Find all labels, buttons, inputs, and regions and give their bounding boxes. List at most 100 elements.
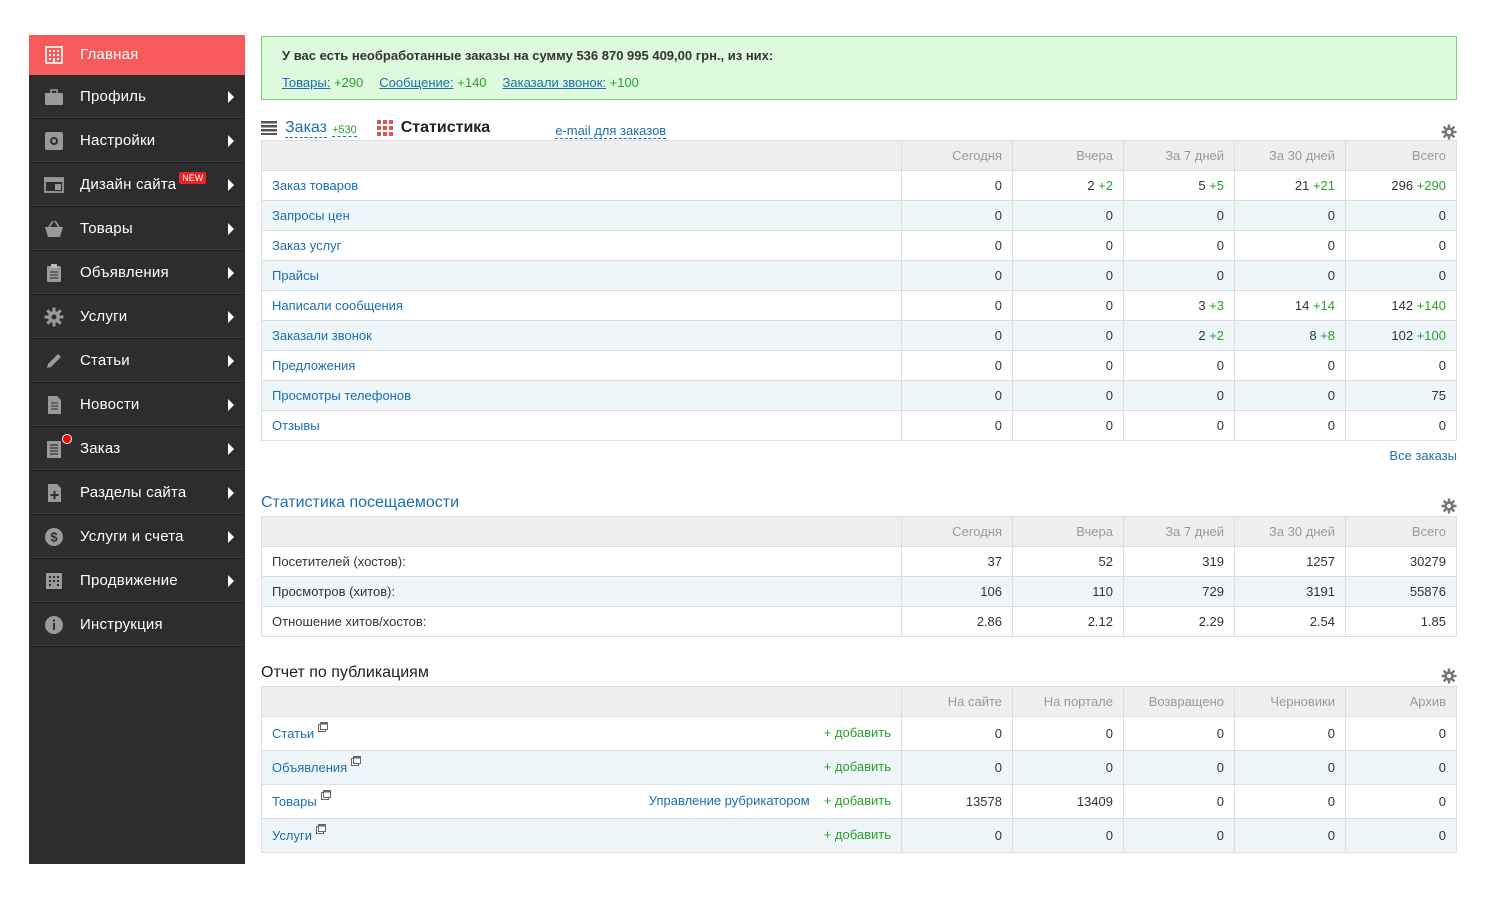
sidebar-item[interactable]: Статьи xyxy=(29,339,245,383)
external-link-icon[interactable] xyxy=(312,824,326,843)
sidebar-item[interactable]: Инструкция xyxy=(29,603,245,647)
publications-section-header: Отчет по публикациям xyxy=(261,664,1457,694)
external-link-icon[interactable] xyxy=(317,790,331,809)
all-orders-link[interactable]: Все заказы xyxy=(1389,448,1457,463)
sidebar-item-label: Статьи xyxy=(80,352,130,369)
table-cell: 2.86 xyxy=(901,606,1013,637)
table-row: Объявления + добавить 0 0 0 0 0 xyxy=(261,750,1457,785)
sidebar-item[interactable]: Профиль xyxy=(29,75,245,119)
orders-settings-gear-icon[interactable] xyxy=(1441,124,1457,140)
row-name-cell: Заказ услуг xyxy=(261,230,902,261)
row-link[interactable]: Написали сообщения xyxy=(272,298,403,313)
cell-value: 5 xyxy=(1198,178,1206,193)
column-header: Сегодня xyxy=(901,140,1013,171)
cell-value: 0 xyxy=(1438,418,1446,433)
column-header: Вчера xyxy=(1012,140,1124,171)
row-link[interactable]: Предложения xyxy=(272,358,356,373)
row-link[interactable]: Прайсы xyxy=(272,268,319,283)
chevron-right-icon xyxy=(228,266,234,279)
add-link[interactable]: + добавить xyxy=(823,793,891,808)
external-link-icon[interactable] xyxy=(314,722,329,741)
sidebar-item-label: Инструкция xyxy=(80,616,163,633)
sidebar-item[interactable]: $ Услуги и счета xyxy=(29,515,245,559)
row-name-cell: Просмотров (хитов): xyxy=(261,576,902,607)
row-link[interactable]: Заказ услуг xyxy=(272,238,342,253)
external-link-icon[interactable] xyxy=(347,756,362,775)
sidebar-item[interactable]: Услуги xyxy=(29,295,245,339)
tab-order[interactable]: Заказ xyxy=(285,118,327,138)
table-cell: 37 xyxy=(901,546,1013,577)
tab-stats[interactable]: Статистика xyxy=(400,119,491,136)
chevron-right-icon xyxy=(228,178,234,191)
table-cell: 0 xyxy=(901,320,1013,351)
column-header: Архив xyxy=(1345,686,1457,717)
sidebar-item[interactable]: Продвижение xyxy=(29,559,245,603)
settings-box-icon xyxy=(44,131,64,151)
chevron-right-icon xyxy=(228,90,234,103)
row-link[interactable]: Статьи xyxy=(272,726,315,741)
publications-settings-gear-icon[interactable] xyxy=(1441,668,1457,684)
add-link[interactable]: + добавить xyxy=(823,759,891,774)
sidebar-item-label: Новости xyxy=(80,396,140,413)
alert-item: Сообщение: +140 xyxy=(379,75,486,90)
manage-rubricator-link[interactable]: Управление рубрикатором xyxy=(648,793,810,808)
row-name-cell: Отзывы xyxy=(261,410,902,441)
table-cell: 0 xyxy=(901,410,1013,441)
column-header: Всего xyxy=(1345,140,1457,171)
table-cell: 0 xyxy=(1012,200,1124,231)
sidebar-item[interactable]: Новости xyxy=(29,383,245,427)
row-link[interactable]: Заказали звонок xyxy=(272,328,372,343)
table-cell: 0 xyxy=(901,260,1013,291)
cell-value: 0 xyxy=(1105,328,1113,343)
pencil-icon xyxy=(44,351,64,371)
sidebar-item[interactable]: Объявления xyxy=(29,251,245,295)
table-cell: 0 xyxy=(1012,230,1124,261)
orders-stats-table: Сегодня Вчера За 7 дней За 30 дней Всего Зака… xyxy=(261,140,1457,441)
sidebar-item-label: Разделы сайта xyxy=(80,484,187,501)
cell-value: 0 xyxy=(1327,268,1335,283)
cell-value: 0 xyxy=(994,358,1002,373)
table-cell: 729 xyxy=(1123,576,1235,607)
sidebar-item[interactable]: Главная xyxy=(29,35,245,75)
row-link[interactable]: Объявления xyxy=(272,760,348,775)
row-link[interactable]: Просмотры телефонов xyxy=(272,388,411,403)
row-link[interactable]: Услуги xyxy=(272,828,312,843)
cell-value: 0 xyxy=(1105,388,1113,403)
row-link[interactable]: Запросы цен xyxy=(272,208,350,223)
column-header: Сегодня xyxy=(901,516,1013,547)
table-cell: 0 xyxy=(1123,230,1235,261)
sidebar-item[interactable]: Товары xyxy=(29,207,245,251)
alert-item-link[interactable]: Заказали звонок: xyxy=(502,75,606,90)
cell-value: 0 xyxy=(1105,298,1113,313)
cell-value: 3 xyxy=(1198,298,1206,313)
add-link[interactable]: + добавить xyxy=(823,725,891,740)
table-cell: 0 xyxy=(1345,260,1457,291)
email-for-orders-link[interactable]: e-mail для заказов xyxy=(555,123,667,139)
cell-value: 0 xyxy=(1327,208,1335,223)
briefcase-icon xyxy=(44,87,64,107)
column-header: На сайте xyxy=(901,686,1013,717)
alert-item-link[interactable]: Сообщение: xyxy=(379,75,454,90)
sidebar-item[interactable]: Разделы сайта xyxy=(29,471,245,515)
row-name-cell: Написали сообщения xyxy=(261,290,902,321)
sidebar-item[interactable]: Заказ xyxy=(29,427,245,471)
row-link[interactable]: Заказ товаров xyxy=(272,178,359,193)
chevron-right-icon xyxy=(228,486,234,499)
row-link[interactable]: Отзывы xyxy=(272,418,320,433)
visits-section-header: Статистика посещаемости xyxy=(261,494,1457,524)
row-link[interactable]: Товары xyxy=(272,794,317,809)
table-cell: 55876 xyxy=(1345,576,1457,607)
table-cell: 142 +140 xyxy=(1345,290,1457,321)
sidebar-item[interactable]: Дизайн сайта NEW xyxy=(29,163,245,207)
sidebar-item[interactable]: Настройки xyxy=(29,119,245,163)
visits-settings-gear-icon[interactable] xyxy=(1441,498,1457,514)
alert-item-count: +290 xyxy=(333,75,364,90)
column-header xyxy=(261,516,902,547)
row-name-cell: Предложения xyxy=(261,350,902,381)
alert-items: Товары: +290 Сообщение: +140 Заказали звон… xyxy=(282,75,1436,90)
cell-delta: +8 xyxy=(1320,328,1335,343)
table-cell: 0 xyxy=(1012,260,1124,291)
add-link[interactable]: + добавить xyxy=(823,827,891,842)
alert-item-link[interactable]: Товары: xyxy=(282,75,331,90)
cell-delta: +2 xyxy=(1098,178,1113,193)
